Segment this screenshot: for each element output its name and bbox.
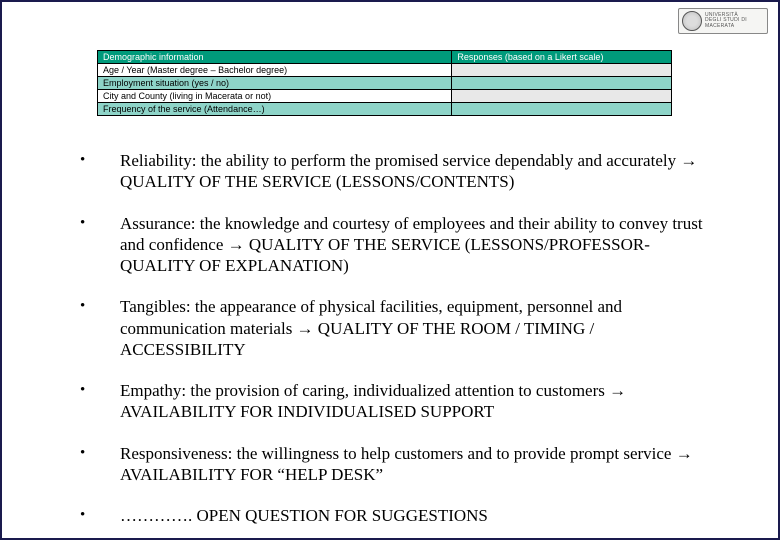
list-item: • Assurance: the knowledge and courtesy … [60, 213, 720, 277]
bullet-icon: • [60, 296, 120, 316]
bullet-icon: • [60, 213, 120, 233]
cell-left: Employment situation (yes / no) [98, 77, 452, 90]
list-text: Tangibles: the appearance of physical fa… [120, 296, 720, 360]
header-left: Demographic information [98, 51, 452, 64]
cell-left: City and County (living in Macerata or n… [98, 90, 452, 103]
bullet-icon: • [60, 380, 120, 400]
list-text: Reliability: the ability to perform the … [120, 150, 720, 193]
list-text: Responsiveness: the willingness to help … [120, 443, 720, 486]
header-right: Responses (based on a Likert scale) [452, 51, 672, 64]
logo-line3: MACERATA [705, 24, 747, 30]
list-text: …………. OPEN QUESTION FOR SUGGESTIONS [120, 505, 720, 526]
table-row: Frequency of the service (Attendance…) [98, 103, 672, 116]
cell-left: Age / Year (Master degree – Bachelor deg… [98, 64, 452, 77]
cell-right [452, 103, 672, 116]
table-header-row: Demographic information Responses (based… [98, 51, 672, 64]
bullet-icon: • [60, 443, 120, 463]
list-item: • Tangibles: the appearance of physical … [60, 296, 720, 360]
list-item: • Reliability: the ability to perform th… [60, 150, 720, 193]
cell-left: Frequency of the service (Attendance…) [98, 103, 452, 116]
list-item: • …………. OPEN QUESTION FOR SUGGESTIONS [60, 505, 720, 526]
cell-right [452, 64, 672, 77]
bullet-icon: • [60, 150, 120, 170]
university-logo: UNIVERSITÀ DEGLI STUDI DI MACERATA [678, 8, 768, 34]
cell-right [452, 90, 672, 103]
bullet-list: • Reliability: the ability to perform th… [60, 150, 720, 526]
list-item: • Responsiveness: the willingness to hel… [60, 443, 720, 486]
list-text: Empathy: the provision of caring, indivi… [120, 380, 720, 423]
table-row: City and County (living in Macerata or n… [98, 90, 672, 103]
demographic-table: Demographic information Responses (based… [97, 50, 672, 116]
logo-seal-icon [682, 11, 702, 31]
table-row: Age / Year (Master degree – Bachelor deg… [98, 64, 672, 77]
logo-text: UNIVERSITÀ DEGLI STUDI DI MACERATA [705, 13, 747, 30]
bullet-icon: • [60, 505, 120, 525]
table-row: Employment situation (yes / no) [98, 77, 672, 90]
list-text: Assurance: the knowledge and courtesy of… [120, 213, 720, 277]
demographic-table-wrap: Demographic information Responses (based… [97, 50, 672, 116]
list-item: • Empathy: the provision of caring, indi… [60, 380, 720, 423]
cell-right [452, 77, 672, 90]
